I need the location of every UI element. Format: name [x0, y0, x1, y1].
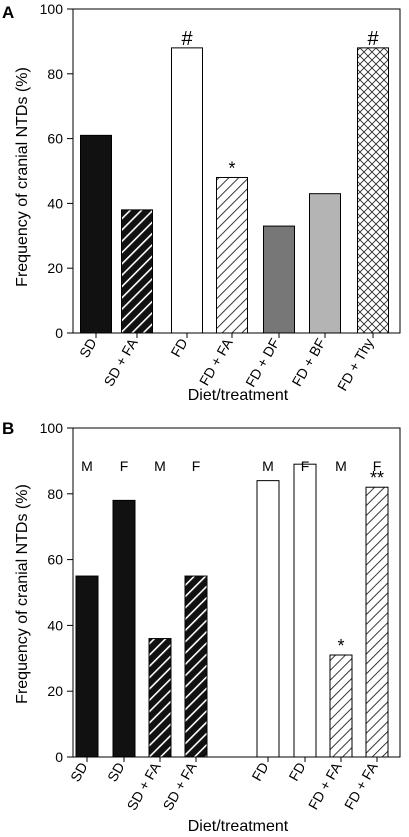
x-tick-label: FD + FA [305, 759, 345, 812]
sex-label: F [373, 458, 382, 474]
panel-a: A Frequency of cranial NTDs (%) Diet/tre… [2, 1, 401, 404]
x-tick-label: FD [285, 760, 308, 784]
y-tick-label: 100 [40, 420, 64, 436]
x-axis-label-a: Diet/treatment [188, 387, 289, 404]
y-tick-label: 100 [40, 1, 64, 17]
x-axis-label-b: Diet/treatment [188, 818, 289, 835]
bar [75, 575, 99, 758]
bar [121, 209, 153, 334]
x-tick-label: SD + FA [159, 759, 199, 813]
bar [365, 486, 389, 758]
bar [171, 47, 203, 334]
y-tick-label: 0 [55, 749, 63, 765]
x-tick-label: SD + FA [100, 335, 140, 389]
bar [293, 463, 317, 758]
x-tick-label: SD [104, 760, 128, 785]
x-tick-label: SD [76, 336, 100, 361]
sex-label: M [262, 458, 274, 474]
y-tick-label: 40 [47, 195, 63, 211]
y-tick-label: 60 [47, 552, 63, 568]
x-tick-label: FD + FA [196, 335, 236, 388]
sex-label: F [301, 458, 310, 474]
x-tick-label: FD + Thy [334, 336, 377, 394]
y-tick-label: 40 [47, 617, 63, 633]
sex-label: F [192, 458, 201, 474]
bar [263, 225, 295, 334]
bar [184, 575, 208, 758]
x-tick-label: FD + DF [242, 336, 282, 390]
y-tick-label: 60 [47, 131, 63, 147]
bar [329, 654, 353, 758]
bar [112, 499, 136, 758]
x-tick-label: SD + FA [123, 759, 163, 813]
panel-label-a: A [2, 3, 14, 22]
panel-label-b: B [2, 419, 14, 438]
bar [309, 193, 341, 334]
sex-label: M [154, 458, 166, 474]
bar [357, 47, 389, 334]
panel-b: B Frequency of cranial NTDs (%) Diet/tre… [2, 419, 401, 835]
plot-frame-b [72, 427, 401, 758]
significance-marker: * [228, 158, 235, 178]
sex-label: M [335, 458, 347, 474]
significance-marker: * [337, 636, 344, 656]
x-tick-label: FD [167, 336, 190, 360]
sex-label: F [120, 458, 129, 474]
significance-marker: ** [370, 468, 384, 488]
y-tick-label: 80 [47, 486, 63, 502]
x-tick-label: SD [67, 760, 91, 785]
y-axis-label-a: Frequency of cranial NTDs (%) [14, 67, 31, 287]
y-tick-label: 20 [47, 260, 63, 276]
x-tick-label: FD + BF [288, 336, 328, 389]
y-tick-label: 80 [47, 66, 63, 82]
significance-marker: # [367, 28, 379, 50]
sex-label: M [81, 458, 93, 474]
x-tick-label: FD [248, 760, 271, 784]
y-tick-label: 0 [55, 325, 63, 341]
significance-marker: # [181, 28, 193, 50]
x-tick-label: FD + FA [341, 759, 381, 812]
bar [216, 176, 248, 334]
bar [148, 638, 172, 758]
y-tick-label: 20 [47, 683, 63, 699]
bar [80, 134, 112, 334]
bar [256, 480, 280, 758]
y-axis-label-b: Frequency of cranial NTDs (%) [14, 484, 31, 704]
